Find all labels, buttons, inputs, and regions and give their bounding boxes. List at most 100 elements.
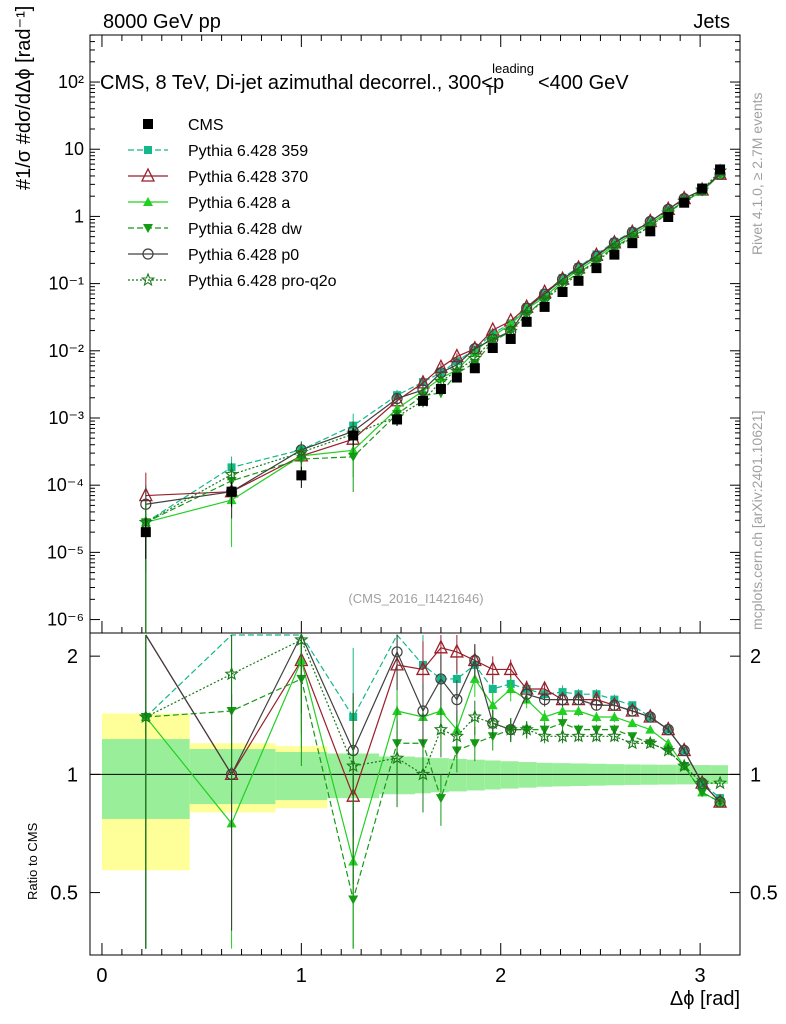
- marker-point: [296, 470, 307, 481]
- marker-point: [519, 722, 534, 736]
- x-tick-label: 0: [96, 965, 107, 987]
- x-tick-label: 2: [495, 965, 506, 987]
- legend-item: Pythia 6.428 359: [128, 143, 308, 160]
- marker-point: [626, 705, 638, 717]
- y-tick-label: 10²: [58, 72, 84, 92]
- marker-point: [609, 249, 620, 260]
- legend-label: Pythia 6.428 p0: [188, 247, 299, 264]
- marker-point: [391, 646, 403, 658]
- marker-point: [571, 728, 586, 743]
- marker-point: [503, 660, 518, 676]
- marker-point: [662, 724, 674, 736]
- legend-label: Pythia 6.428 359: [188, 143, 308, 160]
- y-tick-label: 10⁻⁶: [47, 610, 84, 630]
- analysis-id: (CMS_2016_I1421646): [348, 591, 483, 606]
- marker-point: [417, 395, 428, 406]
- marker-point: [555, 728, 570, 743]
- marker-point: [591, 263, 602, 274]
- legend-item: Pythia 6.428 370: [128, 167, 308, 186]
- marker-point: [226, 486, 237, 497]
- y-tick-label: 10⁻¹: [48, 274, 84, 294]
- legend-label: CMS: [188, 117, 224, 134]
- marker-point: [677, 758, 692, 773]
- marker-point: [140, 272, 156, 287]
- marker-point: [143, 224, 153, 233]
- marker-point: [697, 788, 708, 798]
- marker-point: [467, 709, 482, 723]
- stat-band-bin: [466, 759, 485, 791]
- marker-point: [712, 775, 728, 790]
- ratio-tick-label: 2: [67, 646, 78, 668]
- marker-point: [140, 527, 151, 538]
- marker-point: [661, 742, 676, 757]
- marker-point: [417, 705, 429, 717]
- series-layer: [138, 163, 728, 633]
- series-pythia-6-428-a: [140, 169, 726, 633]
- marker-point: [488, 684, 497, 693]
- marker-point: [142, 248, 154, 260]
- marker-point: [663, 738, 674, 748]
- marker-point: [715, 164, 726, 175]
- y-tick-label: 10: [64, 139, 84, 159]
- legend-label: Pythia 6.428 dw: [188, 221, 302, 238]
- legend-label: Pythia 6.428 370: [188, 169, 308, 186]
- marker-point: [435, 794, 446, 804]
- marker-point: [391, 392, 403, 405]
- marker-point: [663, 212, 674, 223]
- ratio-tick-label: 1: [67, 764, 78, 786]
- marker-point: [573, 275, 584, 286]
- marker-point: [451, 694, 463, 706]
- marker-point: [224, 666, 239, 681]
- marker-point: [485, 660, 500, 676]
- y-tick-label: 10⁻⁴: [47, 475, 84, 495]
- marker-point: [449, 728, 465, 743]
- series-pythia-6-428-dw: [140, 170, 726, 633]
- marker-point: [556, 694, 569, 706]
- marker-point: [451, 372, 462, 383]
- marker-point: [521, 316, 532, 327]
- marker-point: [469, 739, 480, 749]
- marker-point: [643, 735, 658, 750]
- marker-point: [679, 197, 690, 208]
- marker-point: [505, 683, 516, 693]
- marker-point: [627, 718, 638, 728]
- marker-point: [519, 306, 534, 321]
- marker-point: [143, 197, 153, 206]
- ratio-layer: [138, 632, 728, 949]
- marker-point: [503, 722, 518, 736]
- marker-point: [556, 273, 569, 285]
- marker-point: [537, 728, 552, 743]
- marker-point: [469, 654, 481, 667]
- marker-point: [645, 724, 656, 734]
- marker-point: [415, 660, 431, 676]
- chart-title: CMS, 8 TeV, Di-jet azimuthal decorrel., …: [100, 61, 629, 98]
- marker-point: [572, 262, 585, 274]
- marker-point: [143, 119, 153, 129]
- marker-point: [487, 343, 498, 354]
- ratio-tick-label: 0.5: [50, 883, 78, 905]
- marker-point: [348, 452, 359, 462]
- x-tick-label: 3: [695, 965, 706, 987]
- ratio-axis-label: Ratio to CMS: [25, 822, 40, 900]
- marker-point: [348, 895, 359, 905]
- marker-point: [608, 699, 620, 711]
- marker-point: [144, 146, 152, 154]
- marker-point: [572, 694, 585, 706]
- legend-item: Pythia 6.428 dw: [128, 221, 302, 238]
- legend-item: Pythia 6.428 a: [128, 195, 290, 212]
- marker-point: [539, 301, 550, 312]
- series-line: [145, 173, 721, 523]
- x-axis-label: Δϕ [rad]: [670, 988, 740, 1010]
- marker-point: [433, 373, 448, 388]
- marker-point: [591, 711, 602, 721]
- series-cms: [140, 164, 726, 559]
- marker-point: [346, 758, 361, 773]
- header-left: 8000 GeV pp: [103, 11, 221, 33]
- marker-point: [348, 430, 359, 441]
- marker-point: [415, 766, 431, 781]
- uncertainty-band: [90, 713, 740, 871]
- marker-point: [573, 705, 584, 715]
- y-tick-label: 10⁻⁵: [47, 542, 84, 562]
